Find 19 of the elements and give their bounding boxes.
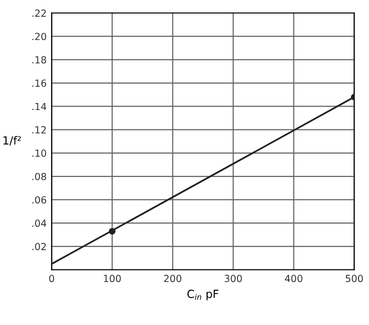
y-tick-label: .06 bbox=[32, 196, 46, 204]
y-tick-label: .02 bbox=[32, 242, 46, 250]
x-tick-label: 200 bbox=[164, 274, 182, 282]
y-tick-label: .12 bbox=[32, 126, 46, 134]
x-tick-label: 100 bbox=[104, 274, 121, 282]
y-tick-label: .14 bbox=[32, 102, 46, 110]
y-tick-label: .18 bbox=[32, 56, 46, 64]
y-tick-label: .04 bbox=[32, 220, 46, 227]
y-axis-title: 1/f² bbox=[4, 136, 21, 146]
y-tick-label: .16 bbox=[32, 80, 46, 87]
y-tick-label: .22 bbox=[32, 9, 46, 17]
x-tick-label: 400 bbox=[284, 274, 302, 282]
x-tick-label: 500 bbox=[346, 274, 363, 282]
y-tick-label: .10 bbox=[32, 150, 46, 157]
x-tick-label: 0 bbox=[49, 274, 54, 282]
x-tick-label: 300 bbox=[224, 274, 242, 282]
y-tick-label: .08 bbox=[32, 172, 46, 180]
x-axis-title: C$_{in}$ pF bbox=[187, 290, 218, 300]
y-tick-label: .20 bbox=[32, 32, 46, 40]
